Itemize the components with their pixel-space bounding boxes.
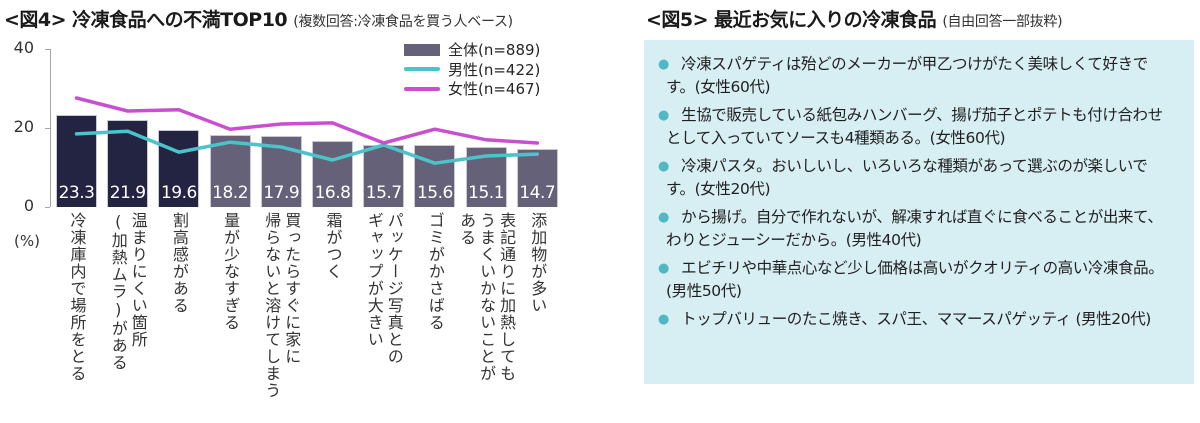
fig5-title-text: <図5> 最近お気に入りの冷凍食品: [646, 9, 937, 31]
bar: 17.9: [260, 136, 302, 207]
y-tick-mark: [45, 128, 50, 129]
line-swatch-icon: [404, 67, 440, 72]
bar-value-label: 15.1: [468, 182, 505, 203]
dot-bullet-icon: ●: [658, 57, 669, 72]
category-label: 表記通りに加熱しても うまくいかないことが ある: [457, 212, 517, 382]
comment-item: ● から揚げ。自分で作れないが、解凍すれば直ぐに食べることが出来て、わりとジュー…: [658, 206, 1176, 252]
y-tick-label: 40: [13, 38, 34, 57]
comment-text: 冷凍パスタ。おいしいし、いろいろな種類があって選ぶのが楽しいです。(女性20代): [666, 157, 1148, 198]
bar: 16.8: [312, 140, 353, 207]
series-line: [74, 96, 540, 145]
bar: 14.7: [516, 148, 558, 207]
bar: 18.2: [209, 135, 251, 207]
bar-value-label: 18.2: [212, 182, 249, 203]
legend-item-female: 女性(n=467): [404, 79, 540, 99]
category-label: 買ったらすぐに家に 帰らないと溶けてしまう: [262, 212, 302, 399]
bar: 15.6: [414, 145, 456, 207]
legend-label: 男性(n=422): [448, 60, 541, 79]
dot-bullet-icon: ●: [658, 108, 669, 123]
y-tick-mark: [45, 207, 50, 208]
y-tick-label: 20: [13, 117, 34, 136]
comment-item: ● 生協で販売している紙包みハンバーグ、揚げ茄子とポテトも付け合わせとして入って…: [658, 104, 1176, 150]
fig4-title: <図4> 冷凍食品への不満TOP10 (複数回答:冷凍食品を買う人ベース): [4, 5, 513, 32]
comment-text: 生協で販売している紙包みハンバーグ、揚げ茄子とポテトも付け合わせとして入っていて…: [666, 106, 1163, 147]
bar-value-label: 17.9: [263, 182, 300, 203]
comment-list: ● 冷凍スパゲティは殆どのメーカーが甲乙つけがたく美味しくて好きです。(女性60…: [644, 40, 1194, 331]
comment-text: 冷凍スパゲティは殆どのメーカーが甲乙つけがたく美味しくて好きです。(女性60代): [666, 55, 1148, 96]
bar-swatch-icon: [404, 43, 440, 56]
fig4-subtitle: (複数回答:冷凍食品を買う人ベース): [293, 14, 513, 30]
comment-text: エビチリや中華点心など少し価格は高いがクオリティの高い冷凍食品。(男性50代): [666, 259, 1164, 300]
comment-text: から揚げ。自分で作れないが、解凍すれば直ぐに食べることが出来て、わりとジューシー…: [666, 208, 1163, 249]
y-axis-unit: (%): [14, 232, 40, 250]
y-tick-mark: [45, 49, 50, 50]
line-swatch-icon: [404, 86, 440, 91]
bar-value-label: 15.6: [416, 182, 453, 203]
bar-value-label: 15.7: [365, 182, 402, 203]
comment-item: ● エビチリや中華点心など少し価格は高いがクオリティの高い冷凍食品。(男性50代…: [658, 257, 1176, 303]
legend-label: 全体(n=889): [448, 41, 541, 60]
complaints-chart: 0 20 40 (%) 23.3 21.9 19.6 18.2 17.9 16.8 15.7 15…: [13, 38, 558, 399]
category-label: ゴミがかさばる: [425, 212, 445, 331]
y-tick-label: 0: [23, 196, 34, 215]
bar-value-label: 23.3: [58, 182, 95, 203]
bar: 19.6: [158, 129, 200, 207]
category-label: 温まりにくい箇所 (加熱ムラ)がある: [108, 212, 148, 371]
comment-item: ● 冷凍パスタ。おいしいし、いろいろな種類があって選ぶのが楽しいです。(女性20…: [658, 155, 1176, 201]
legend-label: 女性(n=467): [448, 80, 541, 99]
line-series: [74, 96, 540, 165]
category-label: 霜がつく: [323, 212, 343, 280]
bar-value-label: 19.6: [160, 182, 197, 203]
category-label: パッケージ写真との ギャップが大きい: [364, 212, 404, 365]
dot-bullet-icon: ●: [658, 312, 669, 327]
legend-item-male: 男性(n=422): [404, 60, 540, 80]
dot-bullet-icon: ●: [658, 210, 669, 225]
bar-value-label: 16.8: [314, 182, 351, 203]
category-label: 割高感がある: [169, 212, 189, 314]
bar: 15.7: [363, 144, 405, 207]
fig4-title-text: <図4> 冷凍食品への不満TOP10: [4, 9, 288, 31]
dot-bullet-icon: ●: [658, 261, 669, 276]
category-label: 添加物が多い: [528, 212, 548, 314]
comment-item: ● トップバリューのたこ焼き、スパ王、ママースパゲッティ (男性20代): [658, 308, 1176, 331]
y-axis: [50, 49, 51, 207]
fig5-subtitle: (自由回答一部抜粋): [942, 14, 1063, 30]
comment-text: トップバリューのたこ焼き、スパ王、ママースパゲッティ (男性20代): [666, 310, 1151, 328]
dot-bullet-icon: ●: [658, 159, 669, 174]
legend-item-total: 全体(n=889): [404, 40, 540, 60]
series-line: [74, 129, 540, 165]
category-label: 量が少なすぎる: [221, 212, 241, 331]
fig5-title: <図5> 最近お気に入りの冷凍食品 (自由回答一部抜粋): [646, 5, 1063, 32]
bar-value-label: 14.7: [519, 182, 556, 203]
comment-item: ● 冷凍スパゲティは殆どのメーカーが甲乙つけがたく美味しくて好きです。(女性60…: [658, 53, 1176, 99]
favorites-panel: ● 冷凍スパゲティは殆どのメーカーが甲乙つけがたく美味しくて好きです。(女性60…: [644, 40, 1194, 384]
legend: 全体(n=889) 男性(n=422) 女性(n=467): [404, 40, 540, 99]
category-label: 冷凍庫内で場所をとる: [67, 212, 87, 382]
bar: 23.3: [56, 114, 97, 207]
bar-value-label: 21.9: [109, 182, 146, 203]
